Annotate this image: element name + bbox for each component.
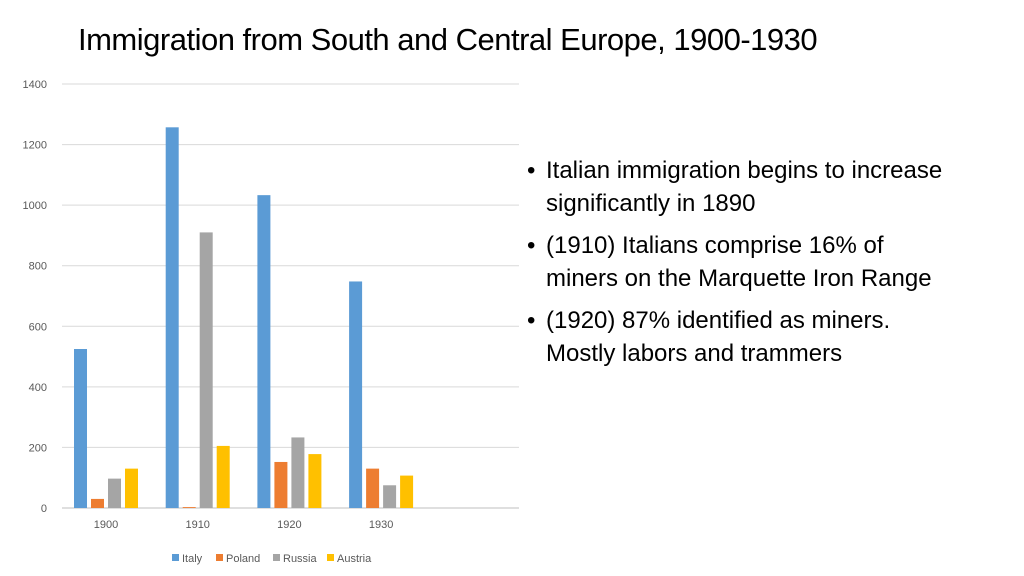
legend-label: Austria	[337, 553, 372, 565]
bar-russia-1930	[383, 485, 397, 508]
x-axis-tick-labels: 1900 1910 1920 1930	[94, 519, 394, 531]
legend-label: Italy	[182, 553, 203, 565]
bars	[74, 127, 414, 509]
y-tick-label: 1400	[23, 79, 47, 91]
bullet-item: Italian immigration begins to increase s…	[527, 155, 957, 220]
bar-austria-1920	[308, 454, 322, 508]
bar-austria-1900	[125, 468, 138, 508]
bar-italy-1900	[74, 349, 87, 508]
y-tick-label: 600	[29, 321, 47, 333]
y-tick-label: 1000	[23, 200, 47, 212]
legend: Italy Poland Russia Austria	[172, 553, 372, 565]
slide-title: Immigration from South and Central Europ…	[78, 22, 818, 57]
legend-item-poland: Poland	[216, 553, 260, 565]
bullet-item: (1920) 87% identified as miners. Mostly …	[527, 305, 957, 370]
bar-poland-1920	[274, 461, 288, 508]
bar-italy-1920	[257, 195, 271, 509]
gridlines	[62, 83, 519, 509]
bar-poland-1930	[366, 468, 380, 508]
y-tick-label: 800	[29, 261, 47, 273]
bullet-item: (1910) Italians comprise 16% of miners o…	[527, 230, 957, 295]
legend-item-austria: Austria	[327, 553, 372, 565]
bar-russia-1920	[291, 437, 305, 508]
bar-italy-1910	[165, 127, 179, 509]
x-tick-label: 1930	[369, 519, 393, 531]
legend-item-russia: Russia	[273, 553, 318, 565]
y-tick-label: 400	[29, 382, 47, 394]
legend-item-italy: Italy	[172, 553, 203, 565]
bar-austria-1910	[216, 445, 230, 508]
bar-russia-1910	[199, 232, 213, 508]
bar-poland-1910	[182, 507, 196, 508]
legend-swatch	[172, 554, 179, 561]
bar-austria-1930	[400, 475, 414, 508]
x-tick-label: 1900	[94, 519, 118, 531]
legend-swatch	[273, 554, 280, 561]
bullet-list: Italian immigration begins to increase s…	[527, 155, 957, 380]
legend-swatch	[216, 554, 223, 561]
legend-label: Poland	[226, 553, 260, 565]
y-tick-label: 1200	[23, 140, 47, 152]
bar-poland-1900	[91, 498, 104, 508]
y-tick-label: 0	[41, 503, 47, 515]
x-tick-label: 1920	[277, 519, 301, 531]
bar-italy-1930	[349, 281, 363, 508]
y-axis-tick-labels: 0 200 400 600 800 1000 1200 1400	[23, 79, 47, 515]
x-tick-label: 1910	[185, 519, 209, 531]
legend-swatch	[327, 554, 334, 561]
bar-russia-1900	[108, 478, 121, 508]
legend-label: Russia	[283, 553, 318, 565]
y-tick-label: 200	[29, 442, 47, 454]
